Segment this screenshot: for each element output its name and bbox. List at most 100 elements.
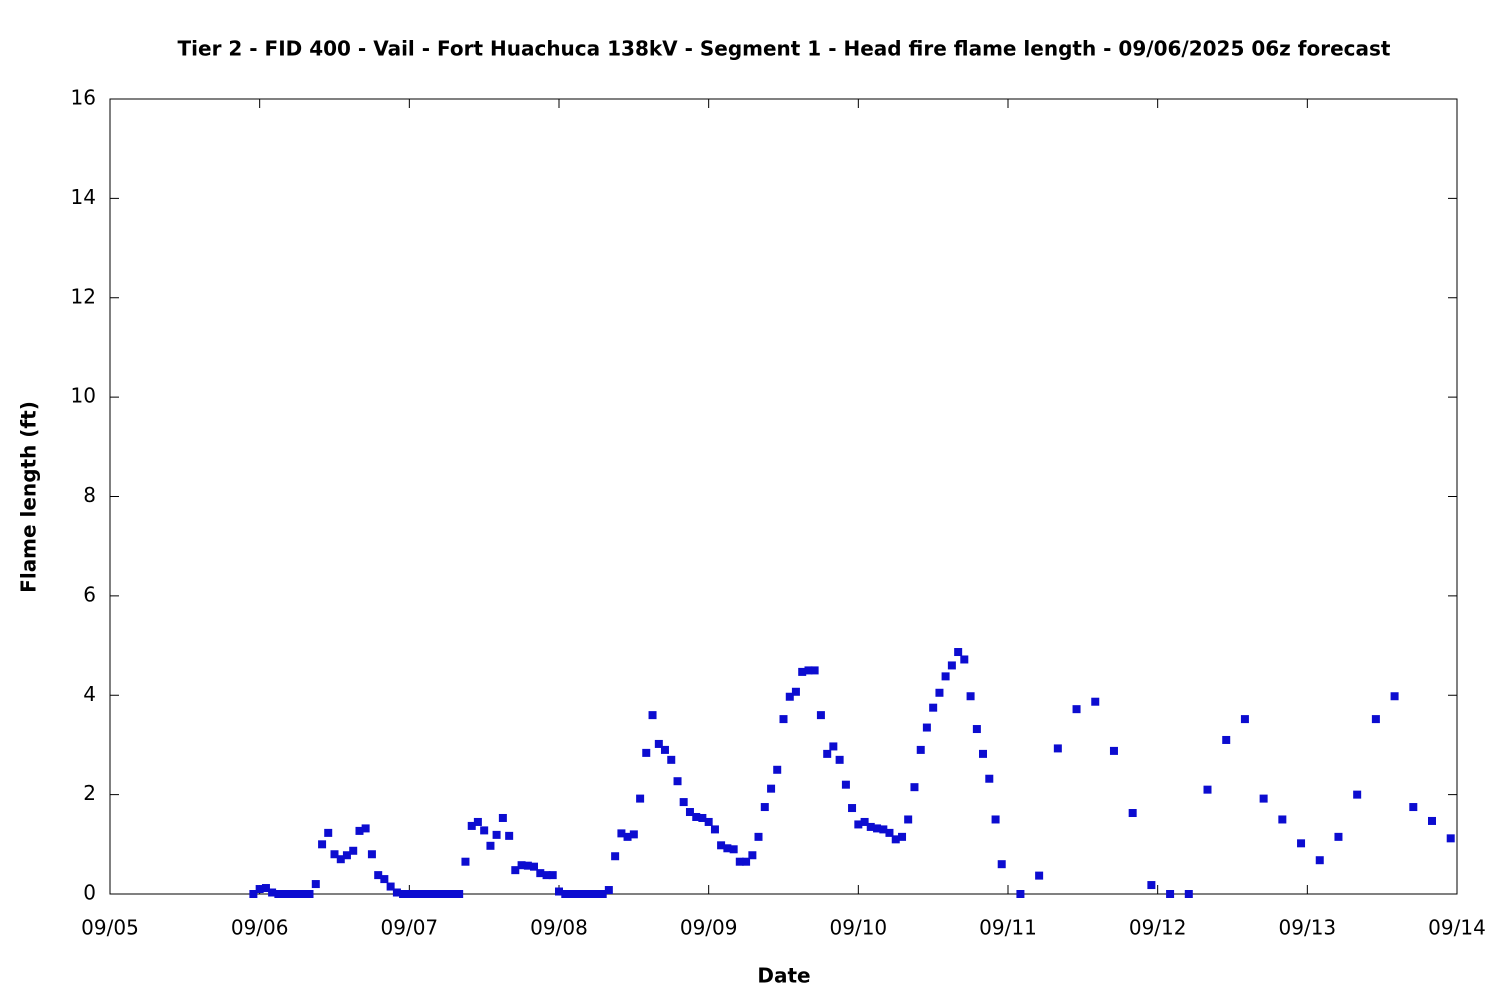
data-point [442, 890, 451, 898]
data-point [1222, 735, 1231, 744]
data-point [960, 655, 969, 664]
data-point [598, 890, 607, 898]
data-point [492, 830, 501, 839]
data-point [979, 749, 988, 758]
data-point [848, 804, 857, 813]
data-point [791, 687, 800, 696]
x-tick-label: 09/06 [231, 916, 289, 940]
data-point [324, 828, 333, 837]
data-point [1297, 839, 1306, 848]
data-point [835, 755, 844, 764]
data-point [498, 813, 507, 822]
data-point [685, 808, 694, 817]
data-point [1259, 794, 1268, 803]
data-point [873, 824, 882, 833]
data-point [255, 885, 264, 894]
data-point [330, 850, 339, 859]
data-point [879, 825, 888, 834]
data-point [280, 890, 289, 898]
data-point [991, 815, 1000, 824]
data-point [941, 672, 950, 681]
data-point [985, 774, 994, 783]
data-point [810, 666, 819, 675]
data-point [417, 890, 426, 898]
data-point [573, 890, 582, 898]
data-point [505, 831, 514, 840]
data-point [1016, 890, 1025, 898]
data-point [760, 803, 769, 812]
data-point [910, 783, 919, 792]
data-point [785, 692, 794, 701]
data-point [1390, 692, 1399, 701]
data-point [386, 882, 395, 891]
data-point [679, 798, 688, 807]
data-point [735, 857, 744, 866]
x-tick-label: 09/09 [680, 916, 738, 940]
data-point [411, 890, 420, 898]
data-point [1035, 871, 1044, 880]
data-point [617, 829, 626, 838]
y-tick-label: 0 [83, 881, 96, 905]
data-point [342, 851, 351, 860]
data-point [860, 817, 869, 826]
data-point [1053, 744, 1062, 753]
x-tick-label: 09/11 [979, 916, 1037, 940]
data-point [935, 688, 944, 697]
data-point [798, 667, 807, 676]
data-point [1409, 803, 1418, 812]
data-point [729, 845, 738, 854]
data-point [361, 824, 370, 833]
data-point [1446, 834, 1455, 843]
data-point [654, 739, 663, 748]
data-point [1166, 890, 1175, 898]
data-point [723, 844, 732, 853]
data-point [829, 742, 838, 751]
data-point [430, 890, 439, 898]
data-point [854, 820, 863, 829]
data-point [405, 890, 414, 898]
y-tick-label: 4 [83, 682, 96, 706]
data-point [523, 861, 532, 870]
data-point [486, 841, 495, 850]
data-point [1147, 881, 1156, 890]
data-point [286, 890, 295, 898]
data-point [1334, 832, 1343, 841]
data-point [473, 817, 482, 826]
data-point [629, 830, 638, 839]
data-point [305, 890, 314, 898]
data-point [299, 890, 308, 898]
data-point [424, 890, 433, 898]
data-point [1128, 809, 1137, 818]
data-point [717, 841, 726, 850]
data-point [567, 890, 576, 898]
data-point [866, 822, 875, 831]
data-point [1371, 715, 1380, 724]
y-tick-label: 2 [83, 781, 96, 805]
data-point [380, 875, 389, 884]
data-point [754, 832, 763, 841]
data-point [972, 725, 981, 734]
data-point [374, 871, 383, 880]
x-tick-label: 09/12 [1129, 916, 1187, 940]
data-point [1184, 890, 1193, 898]
x-tick-label: 09/10 [830, 916, 888, 940]
data-point [1353, 790, 1362, 799]
data-point [1315, 856, 1324, 865]
data-point [916, 745, 925, 754]
data-point [318, 840, 327, 849]
data-point [536, 869, 545, 878]
data-point [667, 755, 676, 764]
data-point [954, 648, 963, 657]
data-point [611, 852, 620, 861]
y-tick-label: 6 [83, 582, 96, 606]
x-tick-label: 09/13 [1279, 916, 1337, 940]
data-point [779, 715, 788, 724]
data-point [1428, 816, 1437, 825]
data-point [561, 890, 570, 898]
x-tick-label: 09/14 [1428, 916, 1486, 940]
data-point [293, 890, 302, 898]
data-point [399, 890, 408, 898]
data-point [455, 890, 464, 898]
data-point [823, 749, 832, 758]
